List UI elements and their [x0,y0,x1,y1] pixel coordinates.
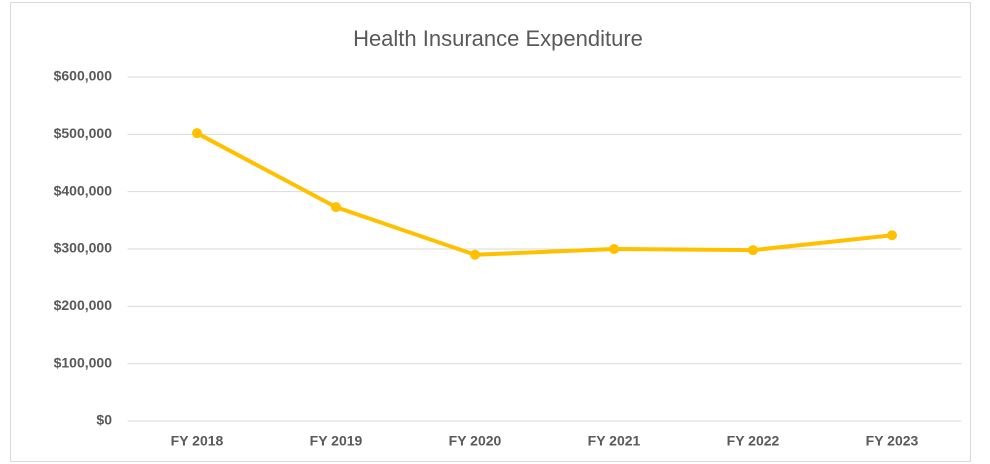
chart-border [10,2,971,462]
x-tick-label: FY 2021 [588,433,641,449]
x-tick-label: FY 2018 [171,433,224,449]
y-tick-label: $0 [96,412,112,428]
y-tick-label: $100,000 [54,354,113,370]
point [470,249,480,260]
point [887,230,897,241]
point [609,244,619,254]
point [192,128,202,139]
y-tick-label: $400,000 [54,182,113,198]
line [195,131,894,257]
x-tick-label: FY 2020 [449,433,502,449]
point [748,245,758,256]
y-tick-label: $300,000 [54,240,113,256]
y-tick-label: $500,000 [54,125,113,141]
chart-title: Health Insurance Expenditure [353,26,643,51]
x-tick-label: FY 2019 [310,433,363,449]
point [331,202,341,213]
y-tick-label: $200,000 [54,297,113,313]
x-tick-label: FY 2022 [727,433,780,449]
x-tick-label: FY 2023 [866,433,919,449]
y-tick-label: $600,000 [54,68,113,84]
